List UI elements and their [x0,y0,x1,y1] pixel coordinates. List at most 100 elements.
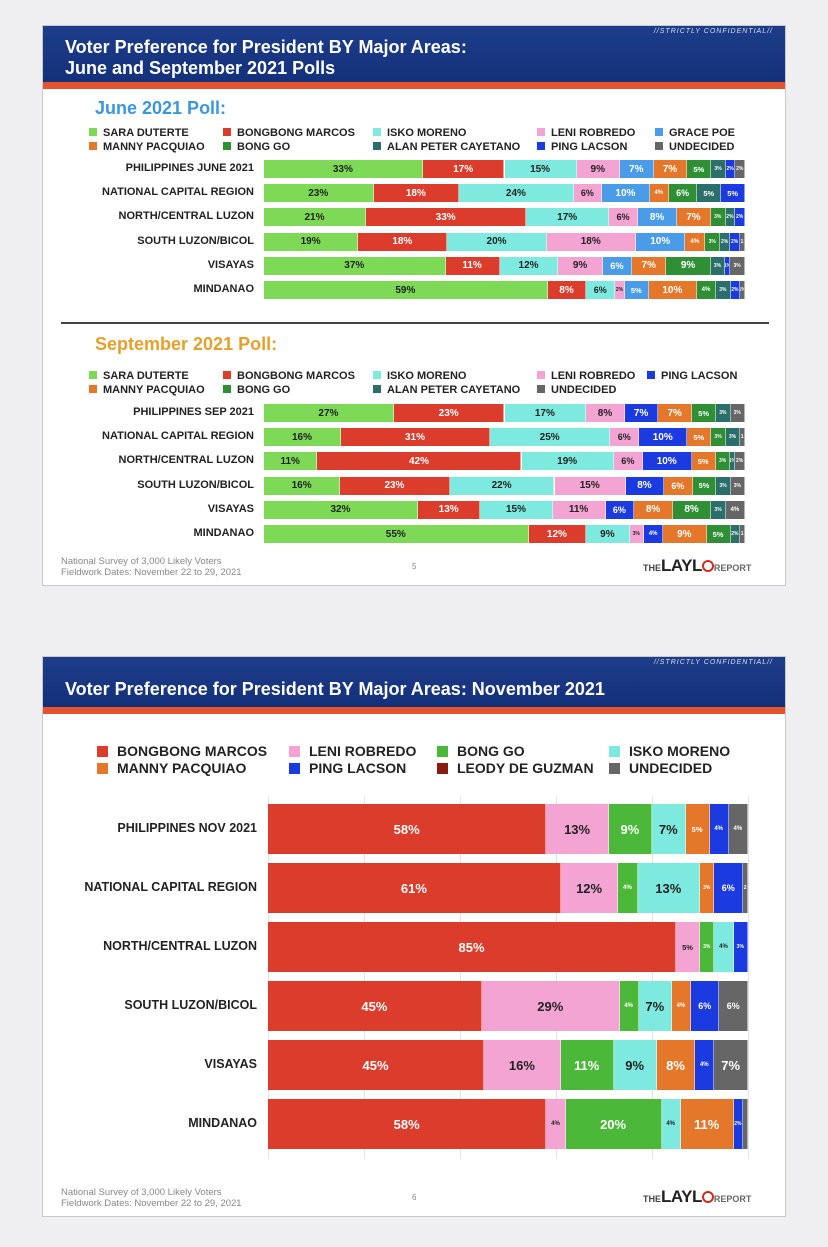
bar-segment-bong-go: 9% [608,804,652,854]
legend-label: BONGBONG MARCOS [117,743,268,759]
legend-swatch [289,746,300,757]
grid-line [460,797,461,1159]
bar-segment-ping-lacson: 6% [714,863,744,913]
bar-segment-bongbong-marcos: 23% [393,404,505,422]
bar-segment-bongbong-marcos: 85% [268,922,676,972]
legend-swatch [373,371,381,379]
legend-swatch [223,142,231,150]
legend-label: PING LACSON [661,370,738,382]
bar-segment-isko-moreno: 12% [499,256,559,275]
bar-segment-undecided: 2% [735,160,745,178]
bar-segment-undecided: 2% [735,452,745,471]
bar-segment-sara-duterte: 23% [264,184,374,203]
june-poll-title: June 2021 Poll: [95,98,227,118]
bar-segment-bong-go: 3% [711,428,726,447]
footer-note: National Survey of 3,000 Likely Voters F… [61,1187,242,1209]
bar-segment-manny-pacquiao: 4% [685,232,706,251]
bar-segment-isko-moreno: 6% [586,281,616,299]
row-label-national-capital-region: NATIONAL CAPITAL REGION [84,880,257,894]
legend-ping-lacson: PING LACSON [537,141,627,153]
legend-label: BONG GO [457,743,525,759]
bar-segment-undecided: 1 [740,232,745,251]
bar-segment-undecided: 3% [730,256,745,275]
bar-segment-leni-robredo: 11% [552,500,606,519]
footer-note: National Survey of 3,000 Likely Voters F… [61,556,242,578]
legend-bong-go: BONG GO [223,141,290,153]
bar-segment-ping-lacson: 2% [735,208,745,227]
bar-segment-alan-peter-cayetano: 3% [716,404,731,422]
bar-segment-isko-moreno: 25% [490,428,611,447]
bar-row-north-central-luzon: 21% 33% 17% 6% 8% 7% 3% 2% 2% [264,208,745,227]
legend-bongbong-marcos: BONGBONG MARCOS [97,743,267,759]
legend-grace-poe: GRACE POE [655,127,735,139]
legend-label: PING LACSON [551,141,628,153]
legend-label: MANNY PACQUIAO [117,760,247,776]
bar-segment-ping-lacson: 6% [605,500,635,519]
bar-segment-isko-moreno: 15% [480,500,553,519]
bar-row-visayas: 37%11%12%9%6%7%9%3%1%3% [264,256,745,275]
bar-row-philippines-sep-2021: 27% 23% 17% 8% 7% 7% 5% 3% 3% [264,404,745,422]
legend-swatch [89,142,97,150]
legend-sara-duterte: SARA DUTERTE [89,370,189,382]
legend-swatch [373,128,381,136]
section-divider [61,322,769,324]
bar-segment-manny-pacquiao: 10% [648,281,697,299]
grid-line [268,797,269,1159]
bar-row-north-central-luzon: 11%42%19%6%10%5%3%1%2% [264,452,745,471]
bar-segment-bong-go: 3% [700,922,715,972]
row-label-south-luzon-bicol: SOUTH LUZON/BICOL [137,234,254,247]
bar-segment-bongbong-marcos: 12% [528,525,587,543]
laylo-logo: THELAYL REPORT [643,1187,751,1207]
legend-undecided: UNDECIDED [609,760,712,776]
bar-segment-isko-moreno: 19% [521,452,614,471]
bar-segment-leni-robredo: 16% [484,1040,561,1090]
legend-label: BONG GO [237,141,291,153]
bar-row-mindanao: 58% 4% 20% 4% 11% 2% [268,1099,748,1149]
bar-segment-sara-duterte: 32% [264,500,418,519]
legend-alan-peter-cayetano: ALAN PETER CAYETANO [373,384,520,396]
legend-swatch [289,763,300,774]
bar-segment-undecided: 3% [730,404,745,422]
bar-segment-leni-robredo: 15% [554,476,626,495]
logo-laylo: LAYL [661,556,702,575]
legend-swatch [97,746,108,757]
bar-segment-manny-pacquiao: 3% [700,863,715,913]
logo-laylo: LAYL [661,1187,702,1206]
legend-swatch [537,371,545,379]
bar-segment-isko-moreno: 9% [586,525,630,543]
bar-row-south-luzon-bicol: 19% 18% 20% 18% 10% 4% 3% 2% 2% 1 [264,232,745,251]
bar-segment-alan-peter-cayetano: 5% [697,184,722,203]
bar-segment-manny-pacquiao: 7% [658,404,693,422]
bar-segment-bong-go: 3% [715,452,731,471]
bar-segment-bong-go: 3% [710,208,726,227]
bar-segment-undecided: 1 [740,525,745,543]
bar-segment-alan-peter-cayetano: 3% [710,256,726,275]
legend-label: PING LACSON [309,760,407,776]
bar-segment-alan-peter-cayetano: 3% [725,428,741,447]
bar-segment-bong-go: 3% [705,232,721,251]
grid-line [748,797,749,1159]
legend-label: SARA DUTERTE [103,370,189,382]
bar-segment-undecided: 2 [743,863,748,913]
bar-segment-alan-peter-cayetano: 2% [730,525,741,543]
bar-segment-leni-robredo: 2% [615,281,625,299]
row-label-national-capital-region: NATIONAL CAPITAL REGION [102,430,254,443]
bar-segment-leni-robredo: 6% [608,208,639,227]
bar-segment-isko-moreno: 4% [661,1099,681,1149]
confidential-label: //STRICTLY CONFIDENTIAL// [653,28,773,35]
bar-segment-manny-pacquiao: 4% [671,981,691,1031]
bar-segment-sara-duterte: 59% [264,281,548,299]
legend-swatch [647,371,655,379]
bar-segment-alan-peter-cayetano: 1% [730,452,736,471]
legend-label: ALAN PETER CAYETANO [387,141,521,153]
bar-segment-bongbong-marcos: 17% [422,160,505,178]
bar-row-north-central-luzon: 85% 5% 3% 4% 3% [268,922,748,972]
legend-swatch [97,763,108,774]
bar-row-visayas: 45% 16% 11% 9% 8% 4% 7% [268,1040,748,1090]
bar-segment-undecided: 3% [730,476,745,495]
legend-sara-duterte: SARA DUTERTE [89,127,189,139]
bar-segment-grace-poe: 8% [638,208,677,227]
bar-segment-manny-pacquiao: 5% [685,804,710,854]
bar-segment-isko-moreno: 24% [459,184,574,203]
slide-june-september: //STRICTLY CONFIDENTIAL// Voter Preferen… [42,25,786,586]
